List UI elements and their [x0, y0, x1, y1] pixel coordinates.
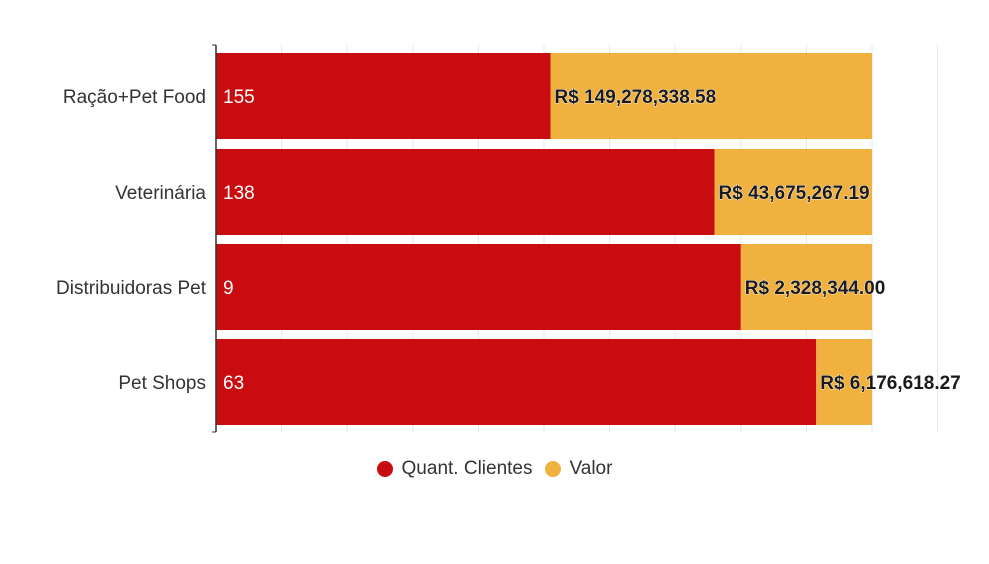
data-label-quant-clientes: 155 — [223, 87, 255, 108]
category-label: Ração+Pet Food — [63, 87, 206, 108]
legend-marker-quant-clientes — [376, 461, 393, 477]
legend-marker-valor — [544, 461, 561, 477]
legend-label-quant-clientes: Quant. Clientes — [401, 458, 533, 479]
legend-item-valor[interactable]: Valor — [544, 458, 613, 480]
category-label: Pet Shops — [118, 373, 206, 394]
bar-valor[interactable] — [740, 244, 872, 330]
labels: Ração+Pet Food 155 R$ 149,278,338.58 Veteri… — [56, 87, 961, 395]
data-label-valor: R$ 6,176,618.27 — [820, 373, 961, 394]
bar-valor[interactable] — [816, 339, 872, 425]
category-label: Distribuidoras Pet — [56, 278, 207, 299]
category-label: Veterinária — [115, 183, 206, 204]
bar-valor[interactable] — [714, 149, 872, 235]
axes — [212, 44, 217, 433]
data-label-quant-clientes: 63 — [223, 373, 244, 394]
data-label-valor: R$ 2,328,344.00 — [745, 278, 886, 299]
bar-quant-clientes[interactable] — [216, 339, 817, 425]
data-label-valor: R$ 149,278,338.58 — [555, 87, 717, 108]
bar-quant-clientes[interactable] — [216, 53, 551, 139]
bar-quant-clientes[interactable] — [216, 149, 715, 235]
data-label-quant-clientes: 138 — [223, 183, 255, 204]
legend: Quant. Clientes Valor — [0, 458, 989, 480]
legend-item-quant-clientes[interactable]: Quant. Clientes — [376, 458, 533, 480]
data-label-quant-clientes: 9 — [223, 278, 234, 299]
legend-label-valor: Valor — [569, 458, 613, 479]
bar-valor[interactable] — [550, 53, 872, 139]
bar-quant-clientes[interactable] — [216, 244, 741, 330]
bars — [216, 53, 872, 425]
data-label-valor: R$ 43,675,267.19 — [719, 183, 870, 204]
